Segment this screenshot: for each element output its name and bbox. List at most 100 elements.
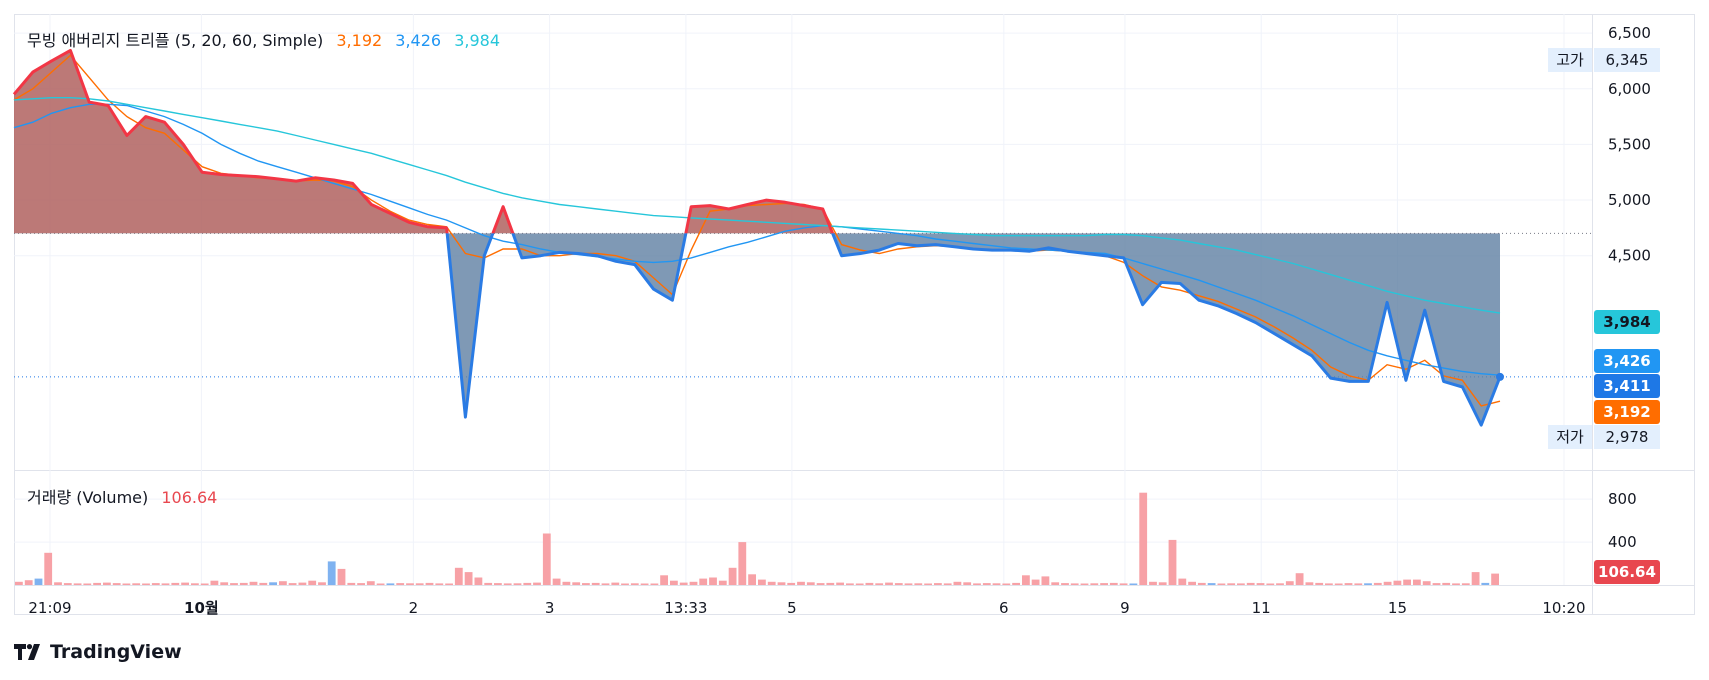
volume-bar [279,581,287,585]
volume-bar [1139,492,1148,585]
volume-bar [1461,583,1470,585]
volume-bar [24,580,33,585]
tradingview-logo[interactable]: TradingView [14,641,182,663]
volume-bar [963,582,972,585]
time-axis-tick-label: 3 [545,599,555,617]
volume-bar [366,581,375,585]
volume-bar [572,582,581,585]
volume-bar [1197,582,1206,585]
volume-axis-tick-label: 800 [1608,490,1637,508]
volume-bar [464,572,473,585]
volume-bar [650,583,659,585]
volume-bar [865,582,874,585]
ma-legend-title: 무빙 애버리지 트리플 (5, 20, 60, Simple) [27,31,324,50]
volume-bar [953,581,962,585]
volume-bar [630,583,639,585]
ma5-legend-value: 3,192 [336,31,383,50]
volume-bar [1325,583,1333,585]
volume-bar [523,582,532,585]
volume-bar [1452,583,1460,585]
area-above-baseline [14,50,833,234]
volume-bar [1100,583,1108,585]
volume-bar [1364,583,1372,585]
volume-bar [1334,583,1343,585]
volume-bar [1168,539,1177,585]
volume-bar [1207,583,1216,585]
volume-bar [151,583,160,585]
volume-bar [1178,578,1187,585]
volume-bar [934,583,942,585]
volume-bar [748,574,756,585]
volume-bar [435,583,444,585]
volume-bar [914,583,923,585]
volume-bar [621,583,629,585]
price-line-below [445,233,1502,427]
volume-bar [83,583,92,585]
area-below-baseline [14,233,1500,426]
ma60-line [13,96,1501,314]
price-axis-tick-label: 5,500 [1608,135,1651,153]
volume-bar [601,583,610,585]
volume-bar [376,583,385,585]
volume-bar [982,583,991,585]
volume-bar [552,578,561,585]
volume-bar [758,579,766,585]
low-value: 2,978 [1594,425,1660,449]
volume-bar [542,533,551,585]
volume-bar [1080,583,1089,585]
volume-bar [337,568,346,585]
tradingview-icon [14,644,40,660]
time-axis-tick-label: 5 [787,599,797,617]
volume-bar [679,582,688,585]
volume-bar [670,580,678,585]
volume-bar [1149,581,1157,585]
volume-bar [797,581,805,585]
time-axis-tick-label: 21:09 [28,599,71,617]
volume-bar [494,583,502,585]
volume-bar [836,582,844,585]
volume-bar [1061,583,1069,585]
volume-bar [1237,583,1245,585]
ma20-legend-value: 3,426 [395,31,442,50]
volume-bar [1315,582,1324,585]
volume-bar [73,583,82,585]
time-axis-tick-label: 13:33 [664,599,707,617]
volume-bar [533,582,541,585]
volume-bar [1403,579,1411,585]
volume-bar [1217,583,1226,585]
volume-bar [846,583,854,585]
volume-bar [1119,583,1128,585]
volume-bar [445,583,453,585]
ma60-legend-value: 3,984 [454,31,500,50]
price-pane [12,48,1592,427]
price-axis-tick-label: 4,500 [1608,247,1651,265]
ma-legend: 무빙 애버리지 트리플 (5, 20, 60, Simple) 3,192 3,… [27,27,508,51]
volume-bar [943,583,952,585]
volume-bar [327,561,336,585]
volume-bar [1002,583,1011,585]
volume-bar [1383,581,1392,585]
volume-bar [1432,583,1441,585]
volume-bar [357,583,365,585]
volume-bar [1188,581,1196,585]
volume-bar [425,582,434,585]
volume-bar [454,567,463,585]
ma60-price-tag: 3,984 [1594,310,1660,334]
volume-bar [220,582,229,585]
volume-bar [767,581,776,585]
volume-bar [1070,583,1079,585]
volume-bar [1266,583,1275,585]
volume-bar [230,583,238,585]
volume-bar [386,583,395,585]
volume-bar [1227,583,1236,585]
volume-bar [777,582,786,585]
volume-bar [924,583,932,585]
volume-bar [513,583,522,585]
volume-bar [826,582,835,585]
volume-bar [885,582,893,585]
time-axis-tick-label: 11 [1252,599,1271,617]
volume-bar [191,583,199,585]
last-price-tag: 3,411 [1594,374,1660,398]
time-axis-tick-label: 10:20 [1542,599,1585,617]
